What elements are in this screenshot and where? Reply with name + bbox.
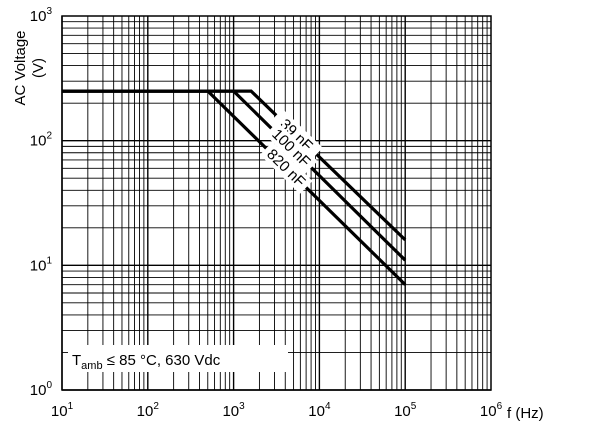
series-line: [62, 89, 407, 286]
x-axis-title: f (Hz): [507, 405, 544, 422]
x-tick-label: 102: [137, 401, 160, 420]
tick-labels: 101 102 103 104 105 106 100 101 102 103: [30, 6, 503, 420]
x-tick-label: 105: [394, 401, 417, 420]
annotation-sub: amb: [81, 360, 102, 372]
conditions-annotation: Tamb ≤ 85 °C, 630 Vdc: [68, 345, 288, 372]
y-tick-label: 103: [30, 6, 53, 25]
y-tick-label: 100: [30, 380, 53, 399]
series-label-bg: [259, 141, 313, 194]
y-tick-label: 101: [30, 255, 53, 274]
grid-lines: [61, 16, 491, 391]
x-tick-label: 104: [308, 401, 331, 420]
series-lines: [62, 89, 407, 286]
x-tick-label: 103: [222, 401, 245, 420]
annotation-main: T: [72, 352, 81, 369]
y-axis-title-line1: AC Voltage: [12, 30, 29, 105]
series-label-bg: [270, 108, 323, 161]
annotation-box: [68, 345, 288, 372]
x-tick-label: 101: [51, 401, 74, 420]
y-tick-label: 102: [30, 131, 53, 150]
plot-frame: [61, 15, 492, 391]
series-label-bg: [265, 121, 318, 174]
y-axis-title-line2: (V): [30, 58, 47, 78]
x-tick-label: 106: [480, 401, 503, 420]
annotation-rest: ≤ 85 °C, 630 Vdc: [103, 352, 221, 369]
annotation-text: Tamb ≤ 85 °C, 630 Vdc: [72, 352, 221, 372]
